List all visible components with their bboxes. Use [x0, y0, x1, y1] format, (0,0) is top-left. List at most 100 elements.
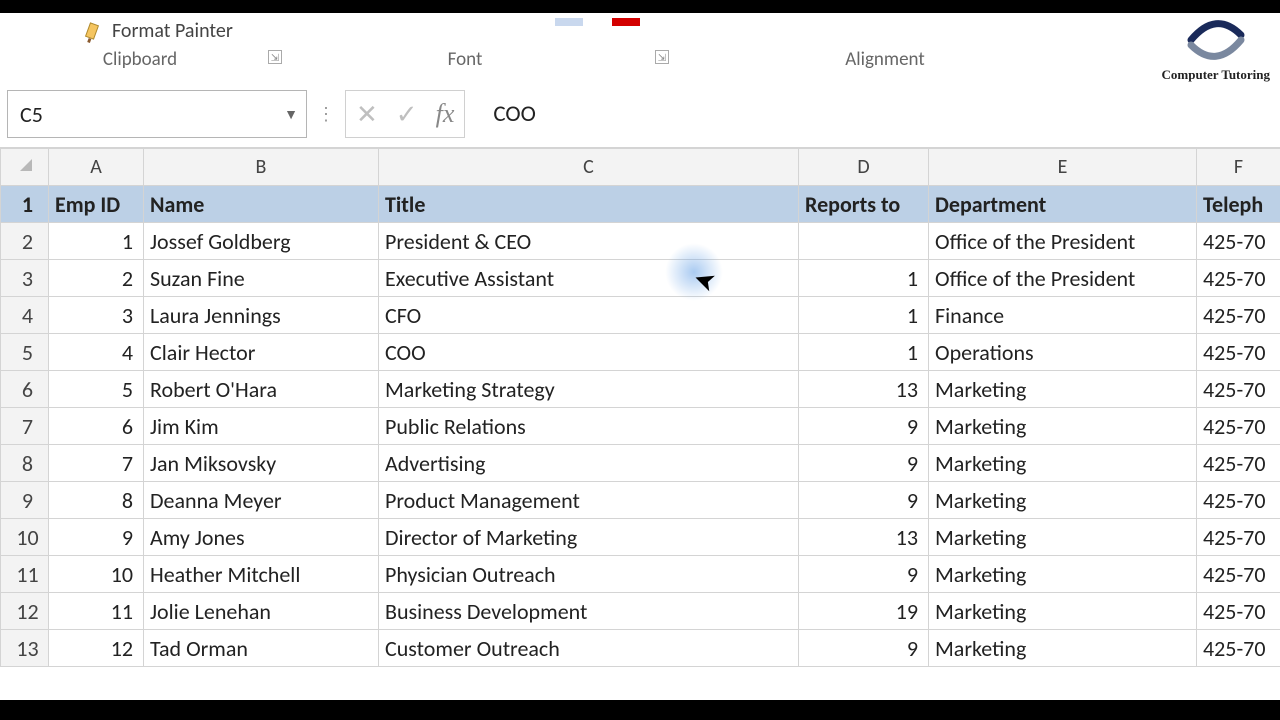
- cell-reports-to[interactable]: 9: [799, 482, 929, 519]
- cancel-icon[interactable]: ✕: [356, 98, 378, 130]
- clipboard-dialog-launcher-icon[interactable]: ⇲: [268, 50, 282, 64]
- cell-department[interactable]: Marketing: [929, 408, 1197, 445]
- row-header[interactable]: 7: [1, 408, 49, 445]
- cell-title[interactable]: Director of Marketing: [379, 519, 799, 556]
- cell-title[interactable]: CFO: [379, 297, 799, 334]
- cell-name[interactable]: Jolie Lenehan: [144, 593, 379, 630]
- row-header[interactable]: 1: [1, 186, 49, 223]
- cell-telephone[interactable]: 425-70: [1197, 371, 1280, 408]
- cell-title[interactable]: Physician Outreach: [379, 556, 799, 593]
- cell-telephone[interactable]: 425-70: [1197, 519, 1280, 556]
- table-row[interactable]: 109Amy JonesDirector of Marketing13Marke…: [1, 519, 1280, 556]
- row-header[interactable]: 3: [1, 260, 49, 297]
- format-painter-button[interactable]: Format Painter: [112, 19, 233, 43]
- cell-empid[interactable]: 10: [49, 556, 144, 593]
- cell-department[interactable]: Marketing: [929, 630, 1197, 667]
- cell-empid[interactable]: 8: [49, 482, 144, 519]
- header-cell[interactable]: Reports to: [799, 186, 929, 223]
- cell-reports-to[interactable]: [799, 223, 929, 260]
- table-row[interactable]: 21Jossef GoldbergPresident & CEOOffice o…: [1, 223, 1280, 260]
- cell-name[interactable]: Deanna Meyer: [144, 482, 379, 519]
- cell-department[interactable]: Marketing: [929, 445, 1197, 482]
- cell-telephone[interactable]: 425-70: [1197, 482, 1280, 519]
- cell-empid[interactable]: 9: [49, 519, 144, 556]
- cell-reports-to[interactable]: 9: [799, 408, 929, 445]
- row-header[interactable]: 5: [1, 334, 49, 371]
- cell-empid[interactable]: 7: [49, 445, 144, 482]
- row-header[interactable]: 2: [1, 223, 49, 260]
- row-header[interactable]: 4: [1, 297, 49, 334]
- cell-title[interactable]: Customer Outreach: [379, 630, 799, 667]
- cell-reports-to[interactable]: 13: [799, 371, 929, 408]
- formula-bar-input[interactable]: COO: [475, 90, 1273, 138]
- col-header-E[interactable]: E: [929, 149, 1197, 186]
- cell-name[interactable]: Laura Jennings: [144, 297, 379, 334]
- cell-name[interactable]: Robert O'Hara: [144, 371, 379, 408]
- cell-telephone[interactable]: 425-70: [1197, 260, 1280, 297]
- cell-reports-to[interactable]: 1: [799, 334, 929, 371]
- cell-department[interactable]: Operations: [929, 334, 1197, 371]
- cell-name[interactable]: Suzan Fine: [144, 260, 379, 297]
- cell-name[interactable]: Jan Miksovsky: [144, 445, 379, 482]
- header-cell[interactable]: Title: [379, 186, 799, 223]
- insert-function-icon[interactable]: fx: [436, 99, 455, 129]
- table-header-row[interactable]: 1Emp IDNameTitleReports toDepartmentTele…: [1, 186, 1280, 223]
- header-cell[interactable]: Department: [929, 186, 1197, 223]
- row-header[interactable]: 12: [1, 593, 49, 630]
- cell-title[interactable]: Executive Assistant: [379, 260, 799, 297]
- cell-title[interactable]: Business Development: [379, 593, 799, 630]
- table-row[interactable]: 76Jim KimPublic Relations9Marketing425-7…: [1, 408, 1280, 445]
- cell-empid[interactable]: 12: [49, 630, 144, 667]
- cell-empid[interactable]: 3: [49, 297, 144, 334]
- table-row[interactable]: 1312Tad OrmanCustomer Outreach9Marketing…: [1, 630, 1280, 667]
- table-row[interactable]: 43Laura JenningsCFO1Finance425-70: [1, 297, 1280, 334]
- cell-name[interactable]: Heather Mitchell: [144, 556, 379, 593]
- cell-empid[interactable]: 4: [49, 334, 144, 371]
- col-header-B[interactable]: B: [144, 149, 379, 186]
- cell-telephone[interactable]: 425-70: [1197, 445, 1280, 482]
- cell-telephone[interactable]: 425-70: [1197, 630, 1280, 667]
- col-header-F[interactable]: F: [1197, 149, 1280, 186]
- cell-empid[interactable]: 6: [49, 408, 144, 445]
- table-row[interactable]: 32Suzan FineExecutive Assistant1Office o…: [1, 260, 1280, 297]
- cell-title[interactable]: Advertising: [379, 445, 799, 482]
- cell-reports-to[interactable]: 13: [799, 519, 929, 556]
- cell-title[interactable]: COO: [379, 334, 799, 371]
- cell-department[interactable]: Office of the President: [929, 223, 1197, 260]
- header-cell[interactable]: Emp ID: [49, 186, 144, 223]
- cell-reports-to[interactable]: 19: [799, 593, 929, 630]
- name-box-dropdown-icon[interactable]: ▼: [284, 106, 298, 123]
- table-row[interactable]: 54Clair HectorCOO1Operations425-70: [1, 334, 1280, 371]
- select-all-corner[interactable]: [1, 149, 49, 186]
- cell-department[interactable]: Marketing: [929, 482, 1197, 519]
- cell-reports-to[interactable]: 9: [799, 445, 929, 482]
- cell-title[interactable]: Product Management: [379, 482, 799, 519]
- row-header[interactable]: 11: [1, 556, 49, 593]
- col-header-C[interactable]: C: [379, 149, 799, 186]
- header-cell[interactable]: Name: [144, 186, 379, 223]
- cell-department[interactable]: Office of the President: [929, 260, 1197, 297]
- spreadsheet-grid[interactable]: A B C D E F 1Emp IDNameTitleReports toDe…: [0, 148, 1280, 667]
- cell-empid[interactable]: 11: [49, 593, 144, 630]
- cell-reports-to[interactable]: 1: [799, 297, 929, 334]
- cell-empid[interactable]: 2: [49, 260, 144, 297]
- col-header-A[interactable]: A: [49, 149, 144, 186]
- cell-telephone[interactable]: 425-70: [1197, 556, 1280, 593]
- cell-department[interactable]: Marketing: [929, 593, 1197, 630]
- font-dialog-launcher-icon[interactable]: ⇲: [655, 50, 669, 64]
- row-header[interactable]: 8: [1, 445, 49, 482]
- format-painter-icon[interactable]: [76, 15, 108, 47]
- table-row[interactable]: 1110Heather MitchellPhysician Outreach9M…: [1, 556, 1280, 593]
- cell-department[interactable]: Marketing: [929, 519, 1197, 556]
- font-color-swatch[interactable]: [612, 18, 640, 26]
- fill-color-swatch[interactable]: [555, 18, 583, 26]
- cell-telephone[interactable]: 425-70: [1197, 297, 1280, 334]
- table-row[interactable]: 1211Jolie LenehanBusiness Development19M…: [1, 593, 1280, 630]
- cell-name[interactable]: Amy Jones: [144, 519, 379, 556]
- table-row[interactable]: 65Robert O'HaraMarketing Strategy13Marke…: [1, 371, 1280, 408]
- cell-name[interactable]: Jim Kim: [144, 408, 379, 445]
- cell-empid[interactable]: 5: [49, 371, 144, 408]
- cell-name[interactable]: Clair Hector: [144, 334, 379, 371]
- cell-department[interactable]: Marketing: [929, 556, 1197, 593]
- cell-title[interactable]: Public Relations: [379, 408, 799, 445]
